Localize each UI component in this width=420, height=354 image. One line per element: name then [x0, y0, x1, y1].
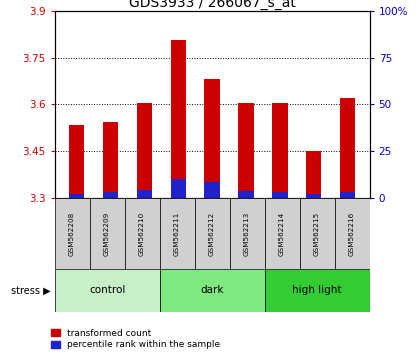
Bar [69, 194, 84, 198]
Bar [205, 79, 220, 198]
Text: GSM562210: GSM562210 [139, 212, 145, 256]
Bar [171, 179, 186, 198]
Bar [340, 192, 355, 198]
Bar [335, 198, 370, 269]
Bar [194, 198, 230, 269]
Bar [69, 125, 84, 198]
Title: GDS3933 / 266067_s_at: GDS3933 / 266067_s_at [129, 0, 296, 10]
Bar [171, 40, 186, 198]
Bar [136, 103, 152, 198]
Bar [89, 198, 125, 269]
Legend: transformed count, percentile rank within the sample: transformed count, percentile rank withi… [51, 329, 220, 349]
Text: stress ▶: stress ▶ [11, 285, 50, 295]
Bar [55, 269, 160, 312]
Bar [55, 198, 89, 269]
Text: GSM562211: GSM562211 [174, 212, 180, 256]
Bar [306, 194, 321, 198]
Text: GSM562215: GSM562215 [314, 212, 320, 256]
Text: control: control [89, 285, 125, 295]
Bar [306, 151, 321, 198]
Bar [239, 191, 254, 198]
Bar [205, 182, 220, 198]
Bar [272, 103, 288, 198]
Text: GSM562216: GSM562216 [349, 212, 355, 256]
Bar [272, 192, 288, 198]
Bar [103, 122, 118, 198]
Bar [239, 103, 254, 198]
Bar [160, 198, 194, 269]
Bar [160, 269, 265, 312]
Text: GSM562208: GSM562208 [69, 212, 75, 256]
Bar [265, 198, 299, 269]
Bar [103, 192, 118, 198]
Bar [136, 190, 152, 198]
Bar [299, 198, 335, 269]
Bar [340, 98, 355, 198]
Text: GSM562209: GSM562209 [104, 212, 110, 256]
Text: GSM562212: GSM562212 [209, 212, 215, 256]
Text: GSM562214: GSM562214 [279, 212, 285, 256]
Bar [230, 198, 265, 269]
Bar [265, 269, 370, 312]
Text: dark: dark [200, 285, 224, 295]
Text: GSM562213: GSM562213 [244, 212, 250, 256]
Text: high light: high light [292, 285, 342, 295]
Bar [125, 198, 160, 269]
